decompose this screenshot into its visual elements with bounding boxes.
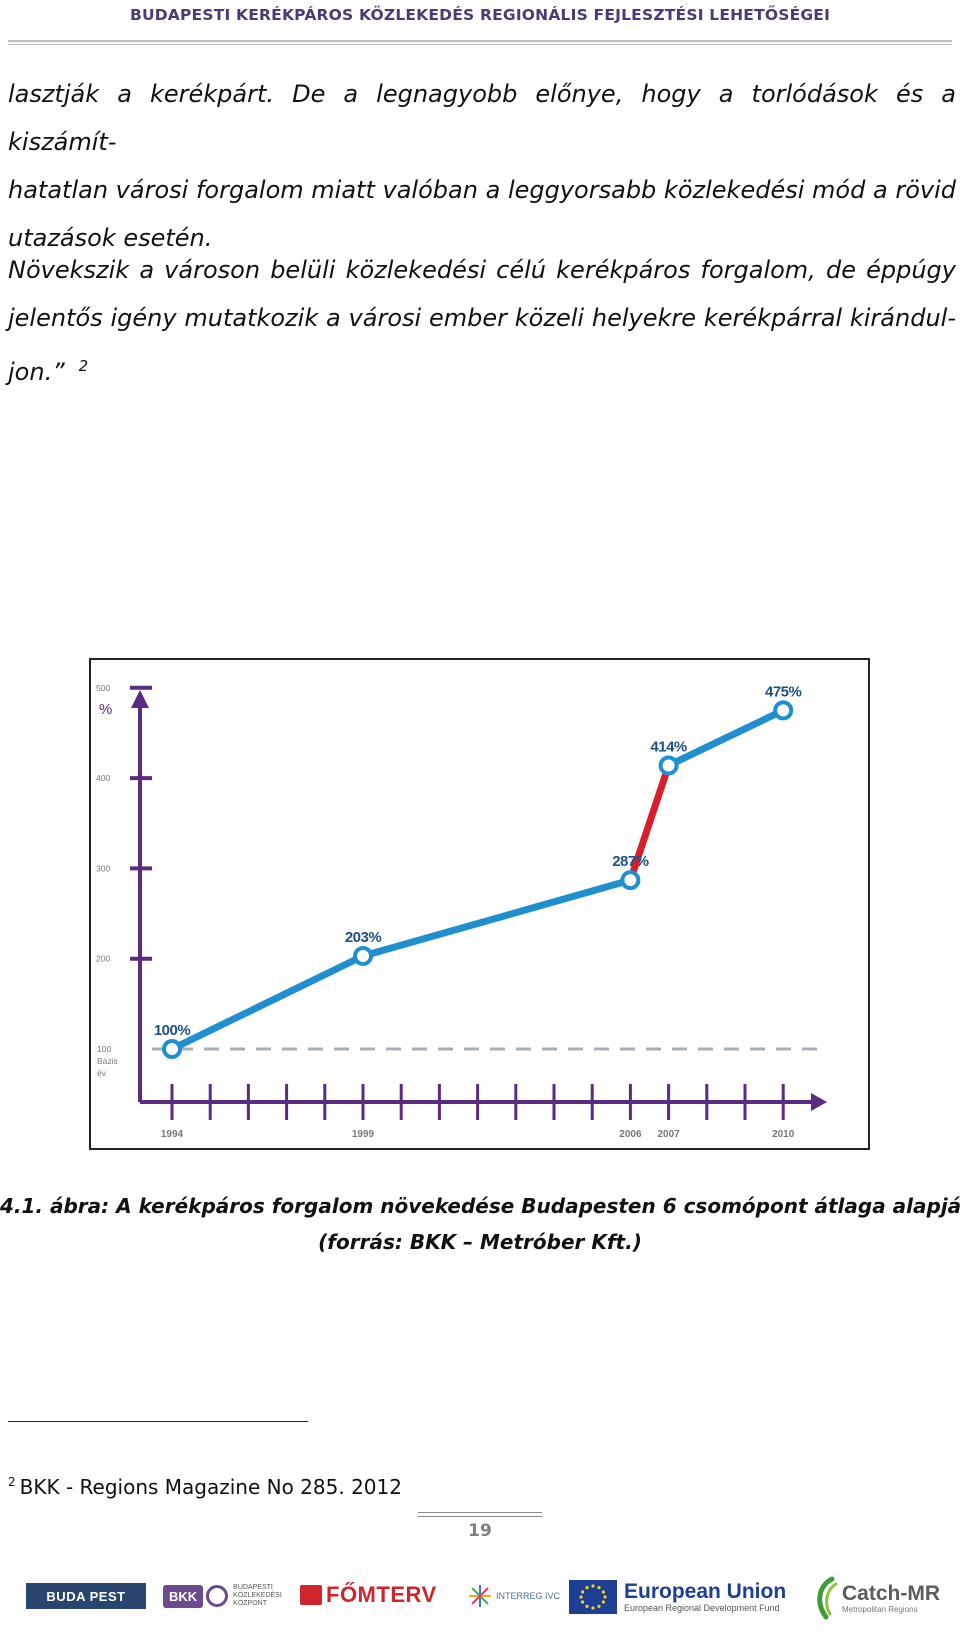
paragraph-2-line-3-text: jon.” [8, 358, 65, 386]
footnote-text: BKK - Regions Magazine No 285. 2012 [19, 1475, 402, 1499]
x-tick-label: 1999 [352, 1129, 375, 1140]
page-number-rule [418, 1512, 542, 1513]
bkk-sub-3: KÖZPONT [233, 1600, 268, 1607]
bkk-logo-ring-icon [206, 1585, 229, 1607]
footnote-reference[interactable]: 2 [78, 357, 89, 375]
y-tick-label: 500 [96, 683, 110, 693]
paragraph-1-line-3: utazások esetén. [8, 224, 213, 252]
data-label: 100% [154, 1022, 191, 1039]
paragraph-2-line-2: jelentős igény mutatkozik a városi ember… [8, 304, 956, 332]
paragraph-1-line-1: lasztják a kerékpárt. De a legnagyobb el… [8, 80, 956, 156]
interreg-logo: INTERREG IVC [467, 1579, 561, 1613]
eu-logo-textblock: European Union European Regional Develop… [624, 1579, 787, 1614]
series-segment [168, 952, 367, 1053]
data-label: 414% [650, 738, 687, 755]
catch-mr-leaf-icon [817, 1576, 838, 1620]
catch-mr-logo: Catch-MR Metropolitan Regions [812, 1573, 957, 1623]
bkk-sub-2: KÖZLEKEDÉSI [233, 1592, 282, 1599]
series-segment [359, 876, 634, 960]
growth-line-chart: % 500 400 300 200 100 Bázis év 1994 1999 2006 2007 2… [96, 683, 827, 1140]
baseline-label: 100 [97, 1044, 111, 1054]
eu-logo-subtitle: European Regional Development Fund [624, 1602, 780, 1613]
header-rule [8, 40, 952, 42]
data-point [162, 1039, 182, 1059]
paragraph-2: Növekszik a városon belüli közlekedési c… [8, 246, 956, 396]
data-point [353, 945, 373, 966]
y-axis-arrow-icon [131, 690, 149, 708]
footnote-number: 2 [8, 1475, 16, 1489]
interreg-logo-text: INTERREG IVC [496, 1591, 561, 1601]
data-point [773, 700, 794, 721]
catch-mr-subtitle: Metropolitan Regions [842, 1604, 918, 1614]
catch-mr-textblock: Catch-MR Metropolitan Regions [842, 1582, 940, 1615]
bkk-logo: BKK BUDAPESTI KÖZLEKEDÉSI KÖZPONT [163, 1579, 283, 1613]
page-number: 19 [468, 1521, 492, 1541]
interreg-sparkle-icon [469, 1585, 491, 1607]
budapest-logo: BUDA PEST [26, 1583, 146, 1609]
series-segment [665, 706, 787, 769]
figure-caption: 4.1. ábra: A kerékpáros forgalom növeked… [0, 1188, 960, 1260]
fomterv-logo: FŐMTERV [300, 1579, 452, 1611]
y-tick-label: 300 [96, 863, 110, 873]
paragraph-2-line-3: jon.” 2 [8, 342, 956, 396]
data-point [658, 755, 679, 776]
figure-chart: % 500 400 300 200 100 Bázis év 1994 1999 2006 2007 2… [89, 658, 870, 1150]
paragraph-1-line-2: hatatlan városi forgalom miatt valóban a… [8, 176, 956, 204]
y-tick-label: 400 [96, 773, 110, 783]
budapest-logo-text: BUDA PEST [46, 1588, 126, 1604]
page-number-rule-thin [418, 1516, 542, 1517]
header-rule-thin [8, 44, 952, 45]
paragraph-1: lasztják a kerékpárt. De a legnagyobb el… [8, 70, 956, 262]
paragraph-2-line-1: Növekszik a városon belüli közlekedési c… [8, 256, 956, 284]
footer-logo-strip: BUDA PEST BKK BUDAPESTI KÖZLEKEDÉSI KÖZP… [0, 1567, 960, 1627]
x-tick-label: 2007 [657, 1129, 680, 1140]
x-axis-arrow-icon [811, 1093, 827, 1111]
eu-logo: European Union European Regional Develop… [569, 1577, 801, 1617]
running-header: BUDAPESTI KERÉKPÁROS KÖZLEKEDÉS REGIONÁL… [129, 6, 831, 24]
fomterv-logo-text: FŐMTERV [326, 1582, 437, 1607]
figure-caption-line-2: (forrás: BKK – Metróber Kft.) [318, 1230, 642, 1254]
x-tick-label: 2010 [772, 1129, 795, 1140]
eu-logo-title: European Union [624, 1579, 787, 1603]
data-label: 475% [765, 683, 802, 700]
footnote: 2 BKK - Regions Magazine No 285. 2012 [8, 1475, 402, 1499]
baseline-label: év [97, 1068, 107, 1078]
y-tick-label: 200 [96, 954, 110, 964]
data-label: 287% [612, 853, 649, 870]
series-segment-highlight [626, 761, 673, 884]
catch-mr-title: Catch-MR [842, 1581, 940, 1605]
fomterv-flag-icon [300, 1585, 322, 1605]
y-axis-label: % [99, 701, 112, 718]
eu-flag-icon [569, 1580, 617, 1614]
bkk-logo-subtitle: BUDAPESTI KÖZLEKEDÉSI KÖZPONT [233, 1584, 282, 1608]
bkk-sub-1: BUDAPESTI [233, 1584, 273, 1591]
data-label: 203% [345, 929, 382, 946]
x-tick-label: 1994 [161, 1129, 184, 1140]
footnote-separator [8, 1421, 308, 1422]
figure-caption-line-1: 4.1. ábra: A kerékpáros forgalom növeked… [0, 1194, 960, 1218]
baseline-label: Bázis [97, 1056, 118, 1066]
x-tick-label: 2006 [619, 1129, 642, 1140]
data-point [620, 870, 641, 891]
bkk-logo-mark: BKK [163, 1584, 204, 1608]
